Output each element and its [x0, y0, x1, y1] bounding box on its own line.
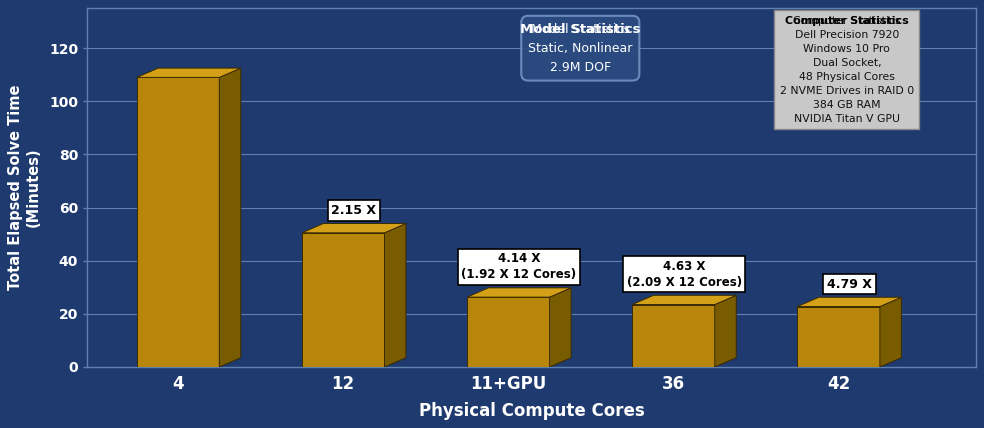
- Text: Model Statistics
Static, Nonlinear
2.9M DOF: Model Statistics Static, Nonlinear 2.9M …: [528, 23, 633, 74]
- Y-axis label: Total Elapsed Solve Time
(Minutes): Total Elapsed Solve Time (Minutes): [8, 85, 40, 291]
- Polygon shape: [632, 295, 736, 305]
- Text: Model Statistics: Model Statistics: [521, 23, 641, 36]
- Polygon shape: [137, 77, 219, 367]
- Polygon shape: [137, 68, 241, 77]
- Polygon shape: [797, 297, 901, 306]
- Polygon shape: [550, 288, 571, 367]
- Polygon shape: [467, 288, 571, 297]
- Polygon shape: [797, 306, 880, 367]
- Polygon shape: [385, 223, 406, 367]
- Text: 4.63 X
(2.09 X 12 Cores): 4.63 X (2.09 X 12 Cores): [627, 260, 742, 288]
- Polygon shape: [467, 297, 550, 367]
- Polygon shape: [219, 68, 241, 367]
- Text: Computer Statistics
Dell Precision 7920
Windows 10 Pro
Dual Socket,
48 Physical : Computer Statistics Dell Precision 7920 …: [779, 15, 914, 124]
- Polygon shape: [880, 297, 901, 367]
- Polygon shape: [302, 223, 406, 233]
- Text: 4.14 X
(1.92 X 12 Cores): 4.14 X (1.92 X 12 Cores): [461, 252, 577, 281]
- Polygon shape: [632, 305, 714, 367]
- Polygon shape: [302, 233, 385, 367]
- Text: 4.79 X: 4.79 X: [827, 278, 872, 291]
- Text: 2.15 X: 2.15 X: [332, 204, 377, 217]
- Polygon shape: [714, 295, 736, 367]
- X-axis label: Physical Compute Cores: Physical Compute Cores: [418, 401, 645, 420]
- Text: Computer Statistics: Computer Statistics: [785, 15, 908, 26]
